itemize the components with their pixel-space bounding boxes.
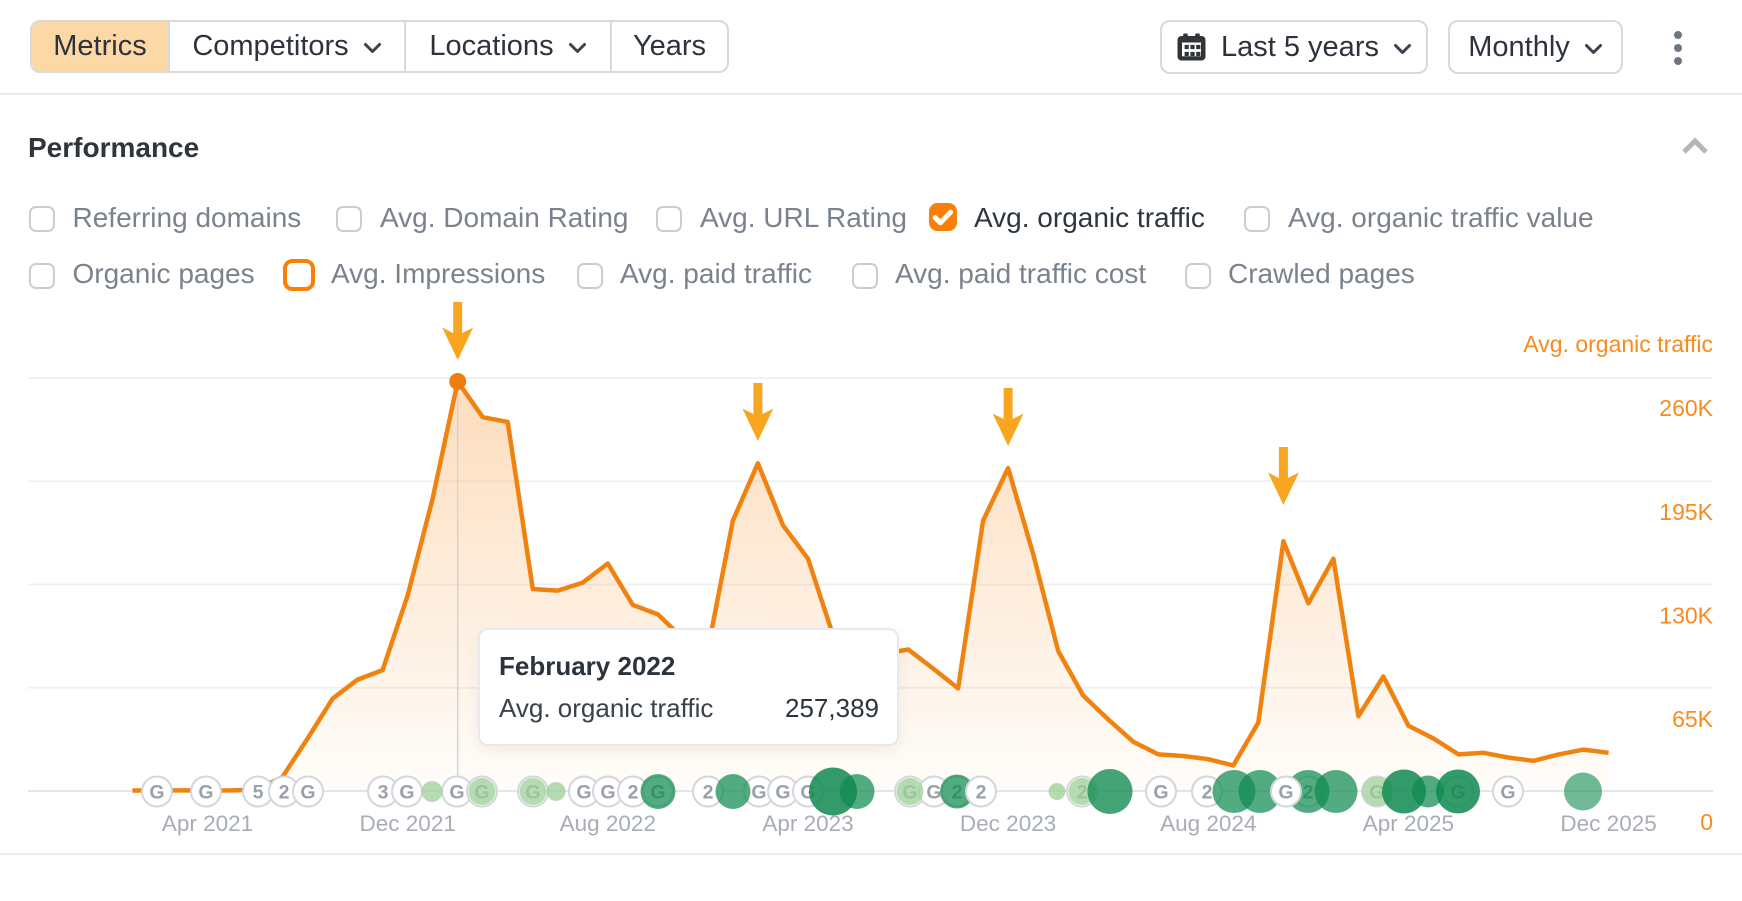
svg-text:Apr 2021: Apr 2021	[162, 811, 253, 836]
svg-text:G: G	[1278, 782, 1293, 804]
svg-text:G: G	[149, 782, 164, 804]
svg-text:2: 2	[976, 782, 987, 804]
svg-text:Dec 2025: Dec 2025	[1560, 811, 1656, 836]
svg-text:5: 5	[253, 782, 264, 804]
svg-text:G: G	[576, 782, 591, 804]
svg-text:195K: 195K	[1659, 499, 1713, 525]
svg-text:Avg. organic traffic: Avg. organic traffic	[1523, 331, 1713, 357]
svg-text:Aug 2022: Aug 2022	[560, 811, 656, 836]
svg-text:2: 2	[1202, 782, 1213, 804]
svg-text:Apr 2023: Apr 2023	[762, 811, 853, 836]
svg-text:130K: 130K	[1659, 603, 1713, 629]
svg-text:G: G	[1500, 782, 1515, 804]
svg-text:Apr 2025: Apr 2025	[1363, 811, 1454, 836]
svg-text:Aug 2024: Aug 2024	[1160, 811, 1256, 836]
svg-text:G: G	[751, 782, 766, 804]
svg-text:G: G	[600, 782, 615, 804]
svg-text:G: G	[399, 782, 414, 804]
svg-text:G: G	[926, 782, 941, 804]
svg-text:G: G	[775, 782, 790, 804]
svg-text:65K: 65K	[1672, 706, 1714, 732]
svg-text:G: G	[1153, 782, 1168, 804]
svg-text:G: G	[300, 782, 315, 804]
svg-text:2: 2	[628, 782, 639, 804]
svg-text:Dec 2023: Dec 2023	[960, 811, 1056, 836]
svg-text:Dec 2021: Dec 2021	[360, 811, 456, 836]
svg-text:G: G	[198, 782, 213, 804]
svg-text:2: 2	[703, 782, 714, 804]
svg-text:0: 0	[1700, 809, 1713, 835]
svg-text:2: 2	[279, 782, 290, 804]
svg-text:3: 3	[378, 782, 389, 804]
svg-text:G: G	[449, 782, 464, 804]
svg-text:260K: 260K	[1659, 395, 1713, 421]
